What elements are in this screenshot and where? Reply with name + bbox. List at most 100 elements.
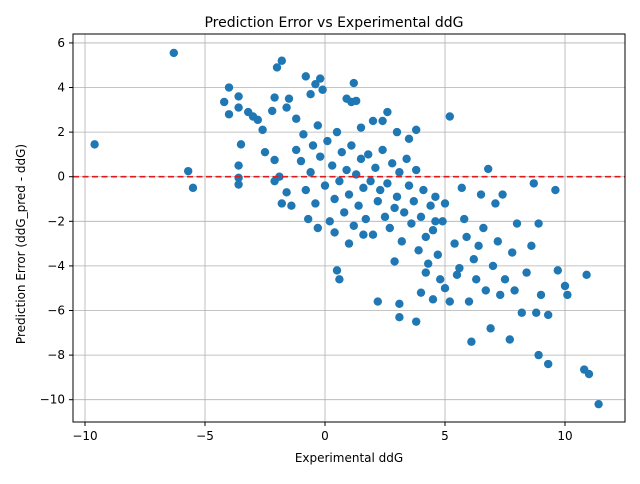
plot-area-frame: [72, 33, 626, 423]
data-point: [380, 212, 390, 222]
data-point: [428, 226, 438, 235]
data-point: [445, 112, 454, 121]
data-point: [352, 96, 361, 106]
data-point: [491, 199, 500, 208]
data-point: [275, 172, 284, 181]
data-point: [318, 85, 327, 94]
data-point: [383, 107, 392, 117]
y-tick-label: −2: [47, 214, 65, 228]
data-point: [544, 359, 553, 369]
data-point: [356, 123, 366, 132]
chart-title: Prediction Error vs Experimental ddG: [204, 15, 463, 31]
data-point: [404, 134, 414, 144]
data-point: [395, 312, 404, 322]
data-point: [224, 83, 234, 92]
data-point: [402, 154, 411, 164]
data-point: [522, 268, 531, 277]
data-point: [313, 121, 322, 130]
data-point: [356, 154, 366, 164]
data-point: [304, 214, 313, 224]
data-point: [234, 173, 243, 183]
data-point: [508, 248, 517, 257]
data-point: [412, 125, 421, 135]
data-point: [323, 136, 332, 146]
data-point: [395, 299, 404, 309]
data-point: [270, 93, 279, 102]
data-point: [270, 155, 279, 165]
data-point: [325, 217, 334, 226]
data-point: [349, 221, 358, 230]
data-point: [311, 199, 320, 208]
data-point: [436, 275, 445, 284]
data-point: [366, 176, 375, 186]
data-point: [169, 48, 178, 58]
data-point: [90, 140, 99, 149]
data-point: [284, 94, 294, 103]
data-point: [376, 185, 385, 195]
data-point: [306, 90, 315, 99]
x-axis-label: Experimental ddG: [295, 451, 403, 465]
y-tick-label: −6: [47, 304, 65, 318]
data-point: [534, 350, 543, 360]
data-point: [594, 399, 603, 409]
data-point: [467, 337, 476, 346]
data-point: [412, 317, 421, 326]
data-point: [277, 199, 286, 208]
data-point: [258, 125, 267, 135]
data-point: [224, 110, 234, 119]
data-point: [306, 168, 315, 177]
data-point: [311, 79, 320, 89]
y-tick-label: −4: [47, 259, 65, 273]
data-point: [493, 237, 502, 246]
data-point: [464, 297, 474, 306]
data-point: [395, 168, 404, 177]
data-point: [282, 188, 291, 197]
data-point: [364, 150, 373, 159]
data-point: [313, 223, 322, 233]
data-point: [287, 201, 296, 210]
data-point: [486, 324, 495, 333]
x-tick-label: 5: [441, 429, 449, 443]
data-point: [253, 115, 262, 125]
data-point: [498, 190, 507, 199]
y-tick-label: 0: [57, 170, 65, 184]
data-point: [404, 181, 414, 190]
data-point: [385, 223, 394, 233]
data-point: [234, 180, 243, 189]
data-point: [474, 241, 483, 251]
y-tick-label: 4: [57, 81, 65, 95]
data-point: [390, 203, 399, 213]
data-point: [236, 140, 246, 149]
x-tick-label: 0: [321, 429, 329, 443]
data-point: [421, 232, 430, 242]
data-point: [316, 74, 325, 83]
data-point: [440, 284, 450, 293]
data-point: [292, 114, 301, 123]
data-point: [419, 185, 428, 195]
y-tick-label: 6: [57, 36, 65, 50]
data-point: [332, 266, 342, 275]
data-point: [301, 185, 310, 195]
x-tick-label: −10: [72, 429, 97, 443]
data-point: [368, 116, 378, 126]
data-point: [428, 295, 438, 304]
data-point: [349, 78, 358, 88]
data-point: [383, 179, 392, 188]
data-point: [234, 161, 243, 170]
x-axis-ticks: −10 −5 0 5 10: [72, 422, 573, 443]
data-point: [421, 268, 430, 277]
data-point: [455, 263, 464, 273]
data-point: [584, 369, 594, 379]
data-point: [260, 147, 270, 157]
data-point: [188, 183, 198, 193]
data-point: [560, 281, 570, 291]
data-point: [335, 176, 344, 186]
data-point: [316, 152, 325, 161]
data-point: [476, 190, 486, 199]
y-axis-label: Prediction Error (ddG_pred - ddG): [14, 144, 28, 344]
data-point: [392, 192, 402, 201]
data-point: [373, 197, 382, 206]
data-point: [431, 192, 440, 201]
data-point: [282, 103, 291, 112]
